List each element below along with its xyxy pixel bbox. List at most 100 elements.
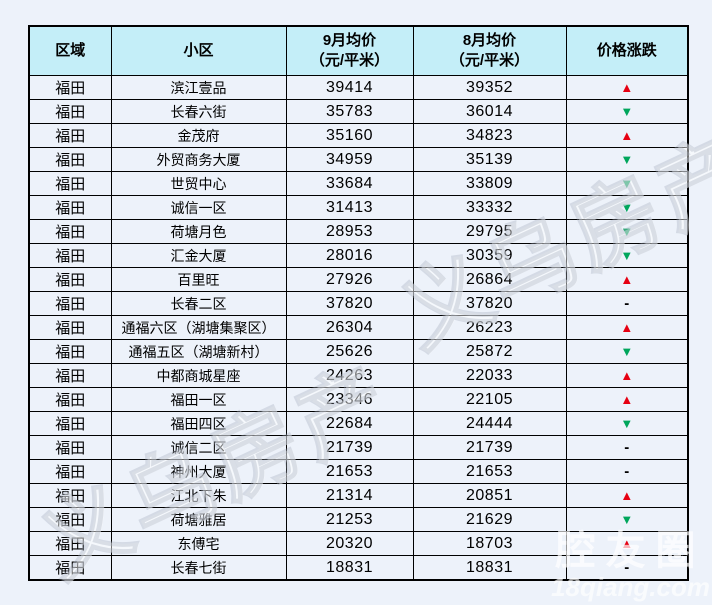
- down-triangle-icon: ▼: [620, 176, 634, 191]
- trend-cell: -: [565, 291, 689, 316]
- community-cell: 长春六街: [110, 99, 287, 124]
- aug-price-cell: 33809: [412, 171, 567, 196]
- aug-price-cell: 37820: [412, 291, 567, 316]
- table-row: 福田 诚信一区 31413 33332 ▼: [28, 195, 689, 220]
- trend-cell: ▲: [565, 387, 689, 412]
- aug-price-cell: 24444: [412, 411, 567, 436]
- trend-cell: ▼: [565, 507, 689, 532]
- region-cell: 福田: [28, 411, 112, 436]
- column-header-1: 小区: [110, 25, 287, 76]
- sep-price-cell: 22684: [285, 411, 414, 436]
- trend-cell: ▲: [565, 267, 689, 292]
- region-cell: 福田: [28, 291, 112, 316]
- table-row: 福田 荷塘月色 28953 29795 ▼: [28, 219, 689, 244]
- table-body: 福田 滨江壹品 39414 39352 ▲ 福田 长春六街 35783 36014 ▼ 福田 金茂府 3…: [28, 75, 689, 581]
- table-row: 福田 福田四区 22684 24444 ▼: [28, 411, 689, 436]
- sep-price-cell: 21739: [285, 435, 414, 460]
- flat-dash: -: [624, 295, 630, 312]
- region-cell: 福田: [28, 507, 112, 532]
- column-header-2: 9月均价 （元/平米）: [285, 25, 414, 76]
- table-row: 福田 福田一区 23346 22105 ▲: [28, 387, 689, 412]
- community-cell: 外贸商务大厦: [110, 147, 287, 172]
- region-cell: 福田: [28, 555, 112, 581]
- trend-cell: ▼: [565, 99, 689, 124]
- table-row: 福田 江北下朱 21314 20851 ▲: [28, 483, 689, 508]
- table-row: 福田 长春六街 35783 36014 ▼: [28, 99, 689, 124]
- sep-price-cell: 21653: [285, 459, 414, 484]
- table-row: 福田 通福五区（湖塘新村） 25626 25872 ▼: [28, 339, 689, 364]
- community-cell: 长春二区: [110, 291, 287, 316]
- sep-price-cell: 23346: [285, 387, 414, 412]
- region-cell: 福田: [28, 387, 112, 412]
- aug-price-cell: 34823: [412, 123, 567, 148]
- sep-price-cell: 28016: [285, 243, 414, 268]
- aug-price-cell: 35139: [412, 147, 567, 172]
- sep-price-cell: 39414: [285, 75, 414, 100]
- aug-price-cell: 26864: [412, 267, 567, 292]
- aug-price-cell: 22033: [412, 363, 567, 388]
- community-cell: 金茂府: [110, 123, 287, 148]
- table-row: 福田 长春二区 37820 37820-: [28, 291, 689, 316]
- region-cell: 福田: [28, 219, 112, 244]
- up-triangle-icon: ▲: [620, 128, 634, 143]
- trend-cell: ▼: [565, 195, 689, 220]
- trend-cell: -: [565, 459, 689, 484]
- table-row: 福田 汇金大厦 28016 30359 ▼: [28, 243, 689, 268]
- sep-price-cell: 34959: [285, 147, 414, 172]
- community-cell: 福田四区: [110, 411, 287, 436]
- community-cell: 诚信一区: [110, 195, 287, 220]
- region-cell: 福田: [28, 483, 112, 508]
- community-cell: 长春七街: [110, 555, 287, 581]
- community-cell: 江北下朱: [110, 483, 287, 508]
- header-row: 区域 小区 9月均价 （元/平米） 8月均价 （元/平米） 价格涨跌: [28, 25, 689, 76]
- sep-price-cell: 21314: [285, 483, 414, 508]
- table-row: 福田 通福六区（湖塘集聚区） 26304 26223 ▲: [28, 315, 689, 340]
- aug-price-cell: 21629: [412, 507, 567, 532]
- region-cell: 福田: [28, 75, 112, 100]
- trend-cell: ▲: [565, 531, 689, 556]
- down-triangle-icon: ▼: [620, 224, 634, 239]
- community-cell: 东傅宅: [110, 531, 287, 556]
- flat-dash: -: [624, 439, 630, 456]
- trend-cell: ▼: [565, 339, 689, 364]
- column-header-0: 区域: [28, 25, 112, 76]
- community-cell: 世贸中心: [110, 171, 287, 196]
- down-triangle-icon: ▼: [620, 344, 634, 359]
- sep-price-cell: 31413: [285, 195, 414, 220]
- region-cell: 福田: [28, 123, 112, 148]
- community-cell: 神州大厦: [110, 459, 287, 484]
- up-triangle-icon: ▲: [620, 488, 634, 503]
- aug-price-cell: 25872: [412, 339, 567, 364]
- region-cell: 福田: [28, 363, 112, 388]
- down-triangle-icon: ▼: [620, 104, 634, 119]
- sep-price-cell: 33684: [285, 171, 414, 196]
- up-triangle-icon: ▲: [620, 368, 634, 383]
- community-cell: 福田一区: [110, 387, 287, 412]
- trend-cell: ▼: [565, 243, 689, 268]
- up-triangle-icon: ▲: [620, 320, 634, 335]
- community-cell: 中都商城星座: [110, 363, 287, 388]
- up-triangle-icon: ▲: [620, 272, 634, 287]
- aug-price-cell: 29795: [412, 219, 567, 244]
- table-row: 福田 神州大厦 21653 21653-: [28, 459, 689, 484]
- flat-dash: -: [624, 559, 630, 576]
- region-cell: 福田: [28, 459, 112, 484]
- down-triangle-icon: ▼: [620, 152, 634, 167]
- sep-price-cell: 28953: [285, 219, 414, 244]
- table-row: 福田 荷塘雅居 21253 21629 ▼: [28, 507, 689, 532]
- down-triangle-icon: ▼: [620, 248, 634, 263]
- table-row: 福田 滨江壹品 39414 39352 ▲: [28, 75, 689, 100]
- region-cell: 福田: [28, 147, 112, 172]
- community-cell: 荷塘月色: [110, 219, 287, 244]
- community-cell: 汇金大厦: [110, 243, 287, 268]
- region-cell: 福田: [28, 339, 112, 364]
- table-row: 福田 长春七街 18831 18831-: [28, 555, 689, 581]
- down-triangle-icon: ▼: [620, 512, 634, 527]
- community-cell: 通福六区（湖塘集聚区）: [110, 315, 287, 340]
- column-header-4: 价格涨跌: [565, 25, 689, 76]
- sep-price-cell: 26304: [285, 315, 414, 340]
- down-triangle-icon: ▼: [620, 200, 634, 215]
- aug-price-cell: 22105: [412, 387, 567, 412]
- aug-price-cell: 39352: [412, 75, 567, 100]
